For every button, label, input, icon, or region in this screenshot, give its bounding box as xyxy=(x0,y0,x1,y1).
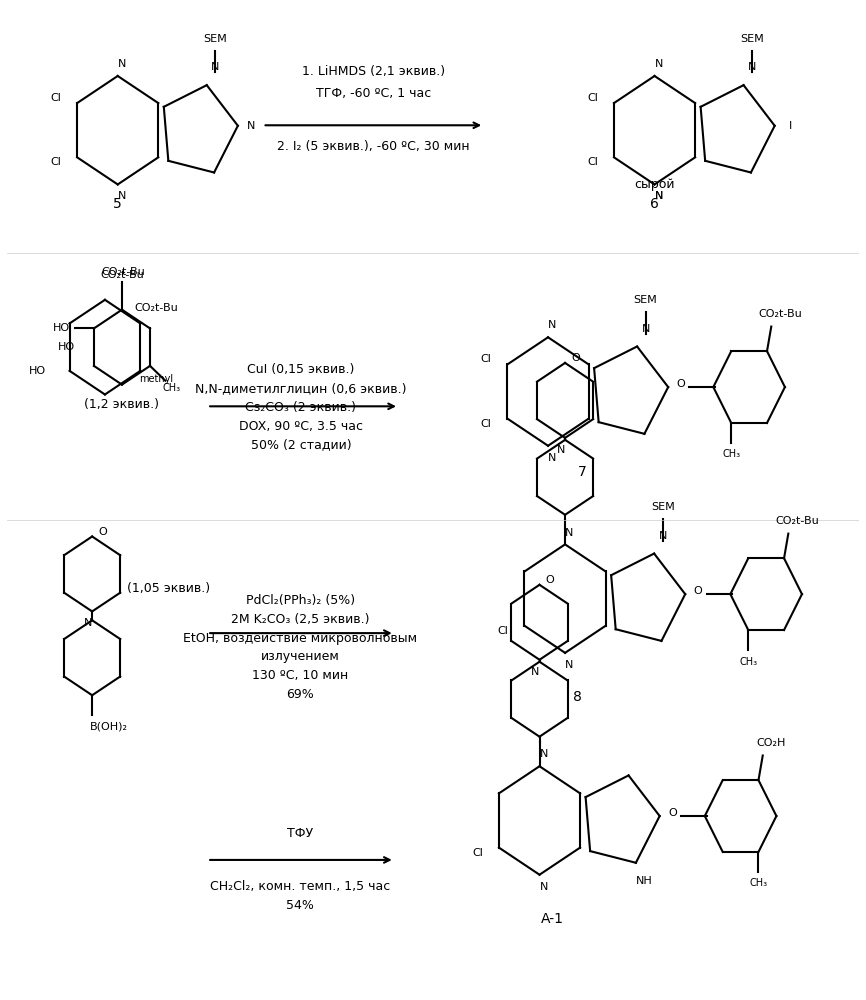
Text: methyl: methyl xyxy=(139,374,172,384)
Text: 50% (2 стадии): 50% (2 стадии) xyxy=(250,438,352,451)
Text: DOX, 90 ºС, 3.5 час: DOX, 90 ºС, 3.5 час xyxy=(239,420,363,433)
Text: CuI (0,15 эквив.): CuI (0,15 эквив.) xyxy=(247,363,354,376)
Text: N: N xyxy=(540,882,548,892)
Text: (1,05 эквив.): (1,05 эквив.) xyxy=(127,582,210,595)
Text: (1,2 эквив.): (1,2 эквив.) xyxy=(85,398,159,411)
Text: A-1: A-1 xyxy=(540,912,564,926)
Text: сырой: сырой xyxy=(634,178,675,191)
Text: CO₂t-Bu: CO₂t-Bu xyxy=(134,303,178,313)
Text: N: N xyxy=(655,191,663,201)
Text: Cl: Cl xyxy=(587,93,598,103)
Text: CO₂t-Bu: CO₂t-Bu xyxy=(102,267,145,277)
Text: CO₂H: CO₂H xyxy=(757,738,786,748)
Text: Cl: Cl xyxy=(587,157,598,167)
Text: CH₃: CH₃ xyxy=(740,657,758,667)
Text: CH₃: CH₃ xyxy=(162,383,180,393)
Text: N: N xyxy=(548,453,557,463)
Text: B(OH)₂: B(OH)₂ xyxy=(90,722,128,732)
Text: N: N xyxy=(548,320,557,330)
Text: 130 ºС, 10 мин: 130 ºС, 10 мин xyxy=(252,669,348,682)
Text: N: N xyxy=(118,59,126,69)
Text: N: N xyxy=(247,121,255,131)
Text: O: O xyxy=(668,808,677,818)
Text: SEM: SEM xyxy=(204,34,227,44)
Text: HO: HO xyxy=(29,366,46,376)
Text: 69%: 69% xyxy=(286,688,314,701)
Text: O: O xyxy=(676,379,685,389)
Text: N: N xyxy=(565,528,573,538)
Text: CO₂t-Bu: CO₂t-Bu xyxy=(775,516,818,526)
Text: SEM: SEM xyxy=(634,295,657,305)
Text: HO: HO xyxy=(53,323,70,333)
Text: CO₂t-Bu: CO₂t-Bu xyxy=(100,270,144,280)
Text: 2. I₂ (5 эквив.), -60 ºС, 30 мин: 2. I₂ (5 эквив.), -60 ºС, 30 мин xyxy=(277,140,469,153)
Text: N: N xyxy=(748,62,756,72)
Text: CH₃: CH₃ xyxy=(749,878,767,888)
Text: N,N-диметилглицин (0,6 эквив.): N,N-диметилглицин (0,6 эквив.) xyxy=(195,382,407,395)
Text: 54%: 54% xyxy=(286,899,314,912)
Text: N: N xyxy=(655,59,663,69)
Text: N: N xyxy=(211,62,219,72)
Text: CH₂Cl₂, комн. темп., 1,5 час: CH₂Cl₂, комн. темп., 1,5 час xyxy=(210,880,391,893)
Text: N: N xyxy=(642,324,650,334)
Text: I: I xyxy=(788,121,792,131)
Text: O: O xyxy=(98,527,107,537)
Text: ТФУ: ТФУ xyxy=(287,827,313,840)
Text: Cs₂CO₃ (2 эквив.): Cs₂CO₃ (2 эквив.) xyxy=(245,401,357,414)
Text: SEM: SEM xyxy=(740,34,764,44)
Text: O: O xyxy=(694,586,702,596)
Text: N: N xyxy=(655,191,663,201)
Text: 5: 5 xyxy=(113,197,122,211)
Text: O: O xyxy=(571,353,579,363)
Text: CO₂t-Bu: CO₂t-Bu xyxy=(758,309,802,319)
Text: NH: NH xyxy=(636,876,653,886)
Text: Cl: Cl xyxy=(481,419,492,429)
Text: N: N xyxy=(84,618,92,628)
Text: SEM: SEM xyxy=(650,502,675,512)
Text: N: N xyxy=(531,667,540,677)
Text: N: N xyxy=(565,660,573,670)
Text: N: N xyxy=(557,445,565,455)
Text: Cl: Cl xyxy=(498,626,508,636)
Text: 6: 6 xyxy=(650,197,659,211)
Text: 2M K₂CO₃ (2,5 эквив.): 2M K₂CO₃ (2,5 эквив.) xyxy=(231,613,369,626)
Text: CH₃: CH₃ xyxy=(722,449,740,459)
Text: Cl: Cl xyxy=(50,93,61,103)
Text: Cl: Cl xyxy=(50,157,61,167)
Text: 8: 8 xyxy=(573,690,582,704)
Text: O: O xyxy=(546,575,554,585)
Text: EtOH, воздействие микроволновым: EtOH, воздействие микроволновым xyxy=(183,632,417,645)
Text: 1. LiHMDS (2,1 эквив.): 1. LiHMDS (2,1 эквив.) xyxy=(301,65,445,78)
Text: N: N xyxy=(658,531,667,541)
Text: N: N xyxy=(118,191,126,201)
Text: HO: HO xyxy=(58,342,75,352)
Text: N: N xyxy=(540,749,548,759)
Text: излучением: излучением xyxy=(261,650,339,663)
Text: Cl: Cl xyxy=(472,848,483,858)
Text: ТГФ, -60 ºС, 1 час: ТГФ, -60 ºС, 1 час xyxy=(316,87,431,100)
Text: Cl: Cl xyxy=(481,354,492,364)
Text: PdCl₂(PPh₃)₂ (5%): PdCl₂(PPh₃)₂ (5%) xyxy=(245,594,355,607)
Text: 7: 7 xyxy=(578,465,586,479)
